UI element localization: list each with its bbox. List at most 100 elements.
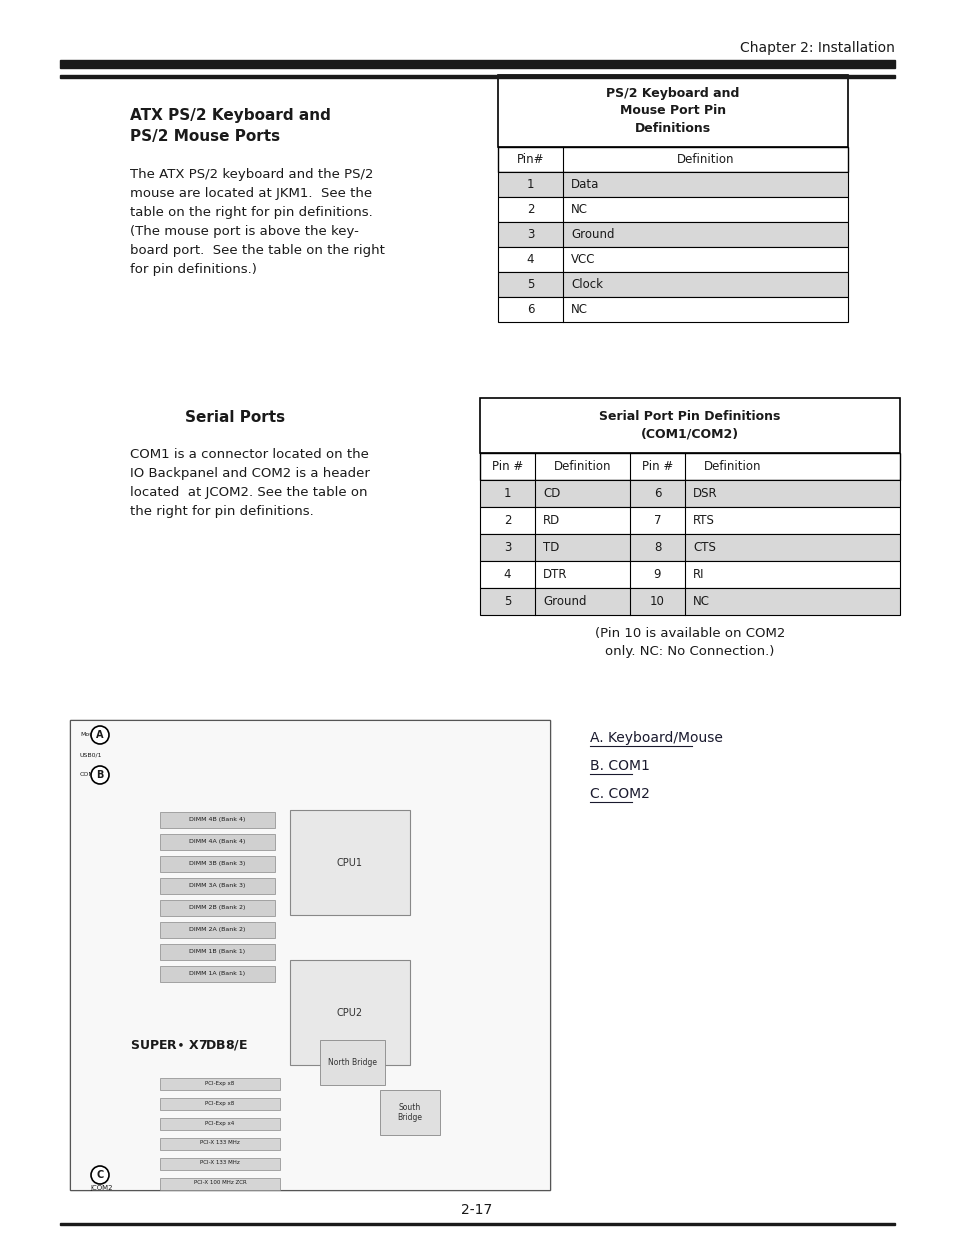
Text: PS/2 Keyboard and
Mouse Port Pin
Definitions: PS/2 Keyboard and Mouse Port Pin Definit…: [606, 88, 739, 135]
Text: 5: 5: [526, 278, 534, 291]
Bar: [479, 398, 899, 453]
Text: 6: 6: [526, 303, 534, 316]
Text: 8: 8: [653, 541, 660, 555]
Bar: [290, 810, 410, 915]
Bar: [160, 900, 274, 916]
Bar: [479, 508, 899, 534]
Text: 3: 3: [526, 228, 534, 241]
Circle shape: [91, 766, 109, 784]
Bar: [497, 75, 847, 147]
Bar: [60, 75, 894, 78]
Text: 4: 4: [526, 253, 534, 266]
Text: Ground: Ground: [542, 595, 586, 608]
Bar: [497, 172, 847, 198]
Bar: [479, 534, 899, 561]
Text: Chapter 2: Installation: Chapter 2: Installation: [740, 41, 894, 56]
Text: Serial Port Pin Definitions
(COM1/COM2): Serial Port Pin Definitions (COM1/COM2): [598, 410, 780, 441]
Text: RI: RI: [692, 568, 703, 580]
Bar: [160, 1158, 280, 1170]
Bar: [497, 272, 847, 296]
Text: 1: 1: [526, 178, 534, 191]
Bar: [160, 878, 274, 894]
Bar: [160, 811, 274, 827]
Text: COM1 is a connector located on the
IO Backpanel and COM2 is a header
located  at: COM1 is a connector located on the IO Ba…: [130, 448, 370, 517]
Text: JCOM2: JCOM2: [90, 1186, 112, 1191]
Text: DIMM 1B (Bank 1): DIMM 1B (Bank 1): [189, 950, 245, 955]
Text: 1: 1: [503, 487, 511, 500]
Bar: [479, 453, 899, 480]
Text: PCI-X 100 MHz ZCR: PCI-X 100 MHz ZCR: [193, 1181, 246, 1186]
Text: CD: CD: [542, 487, 559, 500]
Text: USB0/1: USB0/1: [80, 752, 102, 757]
Text: Clock: Clock: [571, 278, 602, 291]
Text: ATX PS/2 Keyboard and
PS/2 Mouse Ports: ATX PS/2 Keyboard and PS/2 Mouse Ports: [130, 107, 331, 144]
Text: 2: 2: [526, 203, 534, 216]
Text: 10: 10: [649, 595, 664, 608]
Bar: [497, 247, 847, 272]
Text: DIMM 4A (Bank 4): DIMM 4A (Bank 4): [189, 840, 245, 845]
Text: Definition: Definition: [553, 459, 611, 473]
Text: South
Bridge: South Bridge: [397, 1103, 422, 1123]
Bar: [319, 1040, 385, 1086]
Bar: [497, 222, 847, 247]
Text: PCI-X 133 MHz: PCI-X 133 MHz: [200, 1161, 239, 1166]
Bar: [479, 480, 899, 508]
Bar: [497, 296, 847, 322]
Text: 2-17: 2-17: [461, 1203, 492, 1216]
Text: PCI-X 133 MHz: PCI-X 133 MHz: [200, 1140, 239, 1146]
Bar: [160, 1178, 280, 1191]
Text: $\mathbf{S}$UPER$\bullet$ X7DB8/E: $\mathbf{S}$UPER$\bullet$ X7DB8/E: [130, 1037, 248, 1052]
Text: PCI-Exp x8: PCI-Exp x8: [205, 1081, 234, 1086]
Text: Definition: Definition: [676, 153, 734, 165]
Bar: [70, 720, 550, 1191]
Text: NC: NC: [571, 303, 587, 316]
Text: RTS: RTS: [692, 514, 714, 527]
Text: C: C: [96, 1170, 104, 1179]
Bar: [160, 966, 274, 982]
Bar: [479, 588, 899, 615]
Text: VCC: VCC: [571, 253, 595, 266]
Text: Serial Ports: Serial Ports: [185, 410, 285, 425]
Bar: [160, 834, 274, 850]
Text: DIMM 3B (Bank 3): DIMM 3B (Bank 3): [189, 862, 245, 867]
Bar: [479, 561, 899, 588]
Bar: [160, 923, 274, 939]
Circle shape: [91, 726, 109, 743]
Circle shape: [91, 1166, 109, 1184]
Text: 5: 5: [503, 595, 511, 608]
Bar: [60, 61, 894, 68]
Text: CTS: CTS: [692, 541, 715, 555]
Bar: [160, 944, 274, 960]
Bar: [497, 147, 847, 172]
Text: TD: TD: [542, 541, 558, 555]
Text: DIMM 1A (Bank 1): DIMM 1A (Bank 1): [189, 972, 245, 977]
Text: DTR: DTR: [542, 568, 567, 580]
Bar: [497, 198, 847, 222]
Text: 4: 4: [503, 568, 511, 580]
Text: Definition: Definition: [703, 459, 760, 473]
Bar: [379, 1091, 439, 1135]
Text: CPU1: CPU1: [336, 857, 363, 867]
Text: DIMM 2B (Bank 2): DIMM 2B (Bank 2): [189, 905, 245, 910]
Bar: [70, 720, 550, 1191]
Text: DIMM 3A (Bank 3): DIMM 3A (Bank 3): [189, 883, 245, 888]
Text: Pin#: Pin#: [517, 153, 543, 165]
Bar: [60, 1223, 894, 1225]
Bar: [290, 960, 410, 1065]
Text: The ATX PS/2 keyboard and the PS/2
mouse are located at JKM1.  See the
table on : The ATX PS/2 keyboard and the PS/2 mouse…: [130, 168, 384, 275]
Text: RD: RD: [542, 514, 559, 527]
Text: DIMM 4B (Bank 4): DIMM 4B (Bank 4): [189, 818, 245, 823]
Text: DIMM 2A (Bank 2): DIMM 2A (Bank 2): [189, 927, 245, 932]
Text: North Bridge: North Bridge: [328, 1058, 376, 1067]
Bar: [160, 1137, 280, 1150]
Text: B. COM1: B. COM1: [589, 760, 649, 773]
Text: COM: COM: [80, 773, 94, 778]
Text: Mouse: Mouse: [80, 732, 100, 737]
Bar: [160, 1078, 280, 1091]
Text: A: A: [96, 730, 104, 740]
Text: (Pin 10 is available on COM2
only. NC: No Connection.): (Pin 10 is available on COM2 only. NC: N…: [594, 627, 784, 658]
Bar: [160, 856, 274, 872]
Text: 7: 7: [653, 514, 660, 527]
Text: A. Keyboard/Mouse: A. Keyboard/Mouse: [589, 731, 722, 745]
Text: Pin #: Pin #: [641, 459, 673, 473]
